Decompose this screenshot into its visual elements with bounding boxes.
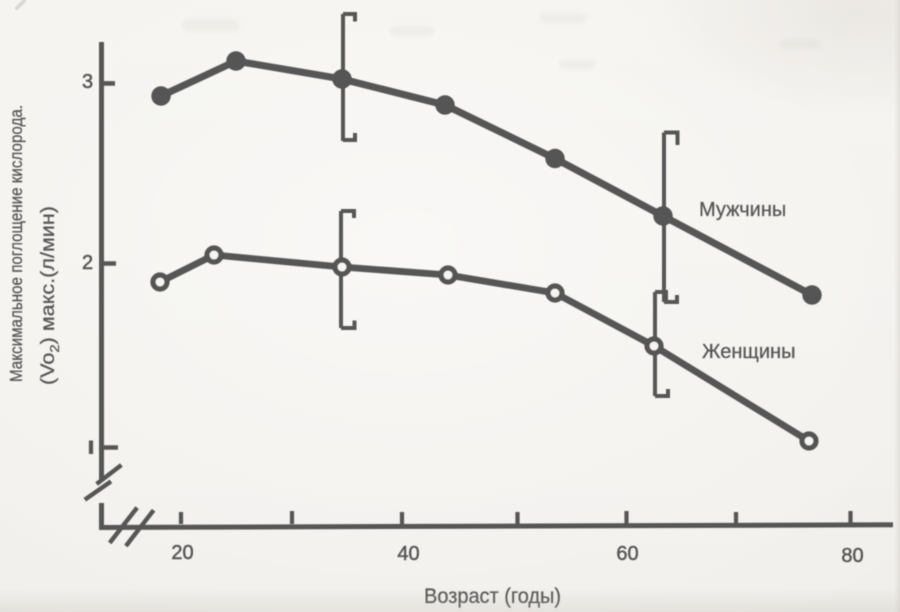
svg-text:(Vo2) макс.(л/мин): (Vo2) макс.(л/мин) bbox=[38, 206, 62, 385]
svg-text:80: 80 bbox=[841, 545, 863, 567]
svg-text:Максимальное поглощение кислор: Максимальное поглощение кислорода. bbox=[6, 105, 26, 382]
svg-text:20: 20 bbox=[171, 542, 193, 564]
svg-text:60: 60 bbox=[616, 543, 638, 565]
svg-text:40: 40 bbox=[397, 543, 419, 565]
svg-text:Женщины: Женщины bbox=[702, 341, 795, 363]
svg-text:Возраст (годы): Возраст (годы) bbox=[424, 585, 561, 608]
svg-text:Мужчины: Мужчины bbox=[699, 199, 786, 221]
svg-text:2: 2 bbox=[82, 252, 93, 274]
svg-text:3: 3 bbox=[82, 71, 93, 93]
